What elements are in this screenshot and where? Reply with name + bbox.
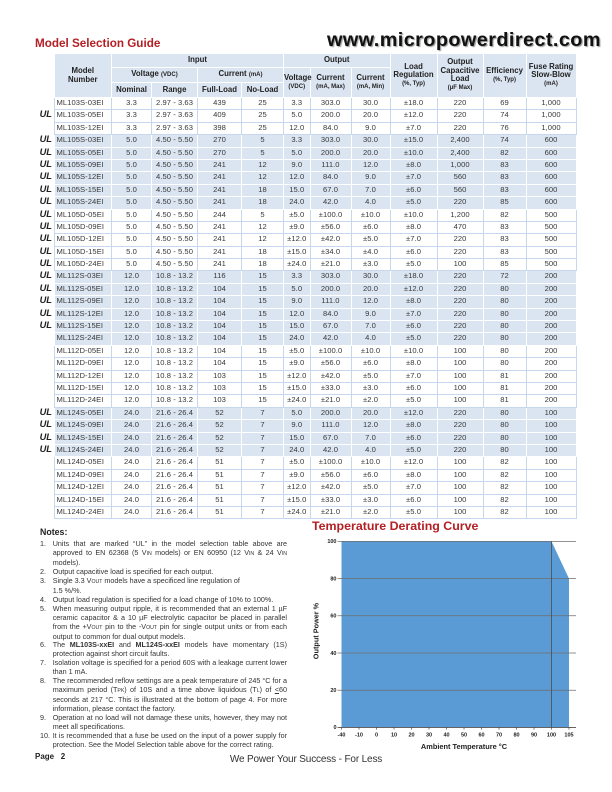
svg-text:80: 80	[330, 576, 336, 582]
svg-text:60: 60	[478, 733, 484, 739]
svg-text:Ambient Temperature °C: Ambient Temperature °C	[421, 742, 508, 751]
svg-text:-40: -40	[338, 733, 346, 739]
svg-text:20: 20	[408, 733, 414, 739]
svg-text:-10: -10	[355, 733, 363, 739]
svg-text:0: 0	[375, 733, 378, 739]
svg-text:0: 0	[333, 725, 336, 731]
svg-text:10: 10	[391, 733, 397, 739]
svg-text:70: 70	[496, 733, 502, 739]
svg-text:40: 40	[443, 733, 449, 739]
svg-text:20: 20	[330, 688, 336, 694]
svg-text:100: 100	[327, 539, 336, 545]
svg-text:80: 80	[513, 733, 519, 739]
svg-text:105: 105	[564, 733, 573, 739]
svg-text:40: 40	[330, 651, 336, 657]
svg-text:100: 100	[547, 733, 556, 739]
svg-text:30: 30	[426, 733, 432, 739]
svg-text:50: 50	[461, 733, 467, 739]
svg-text:Output Power %: Output Power %	[312, 602, 321, 659]
svg-text:90: 90	[531, 733, 537, 739]
svg-text:60: 60	[330, 614, 336, 620]
